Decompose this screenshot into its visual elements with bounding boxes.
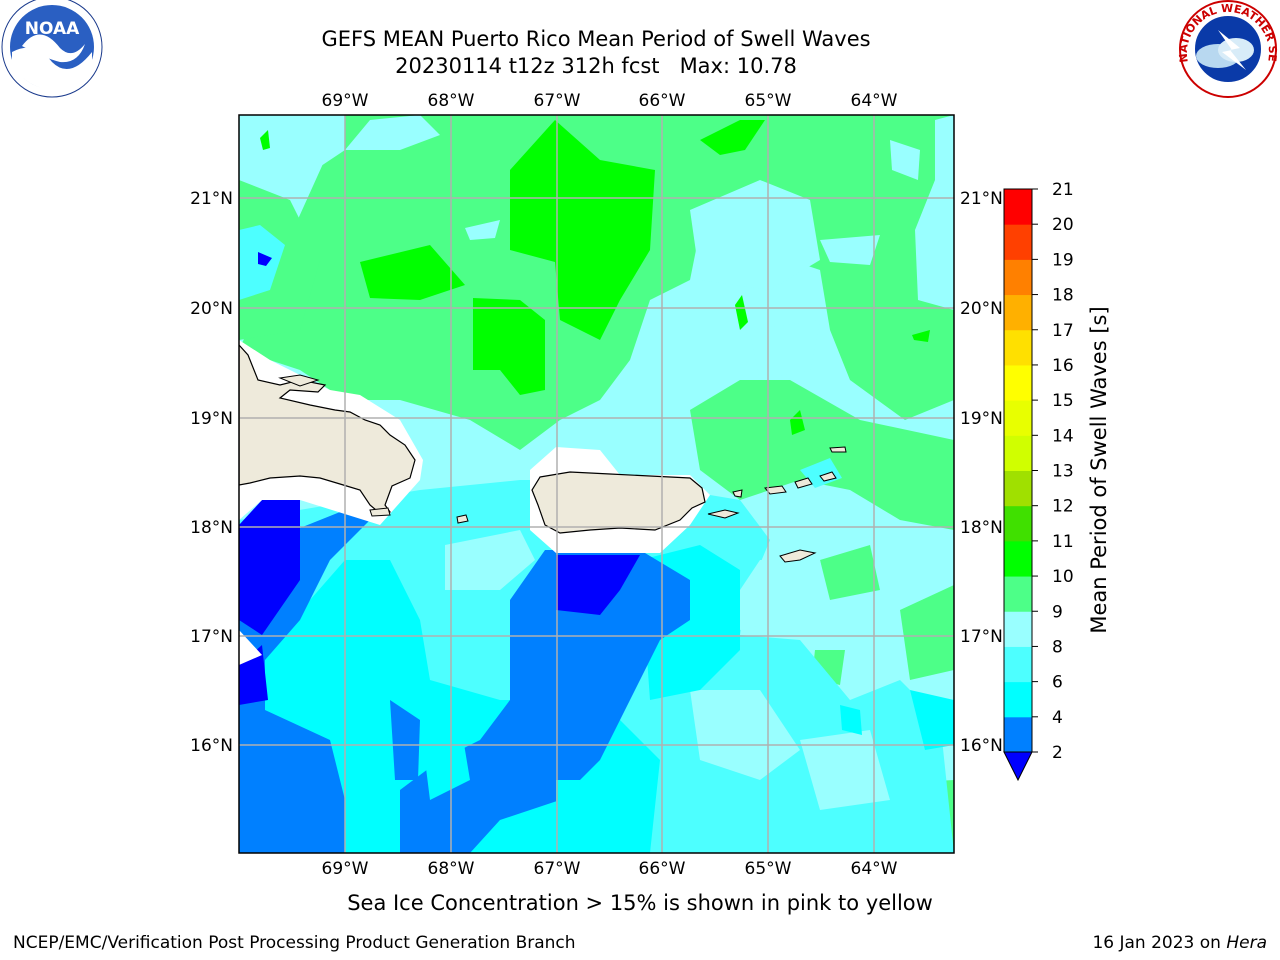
colorbar-tick-label: 4: [1052, 708, 1063, 728]
lon-label: 65°W: [745, 859, 792, 879]
colorbar-tick-label: 13: [1052, 462, 1074, 482]
lat-labels-right: 16°N 17°N 18°N 19°N 20°N 21°N: [960, 189, 1003, 756]
colorbar-under-arrow: [1003, 751, 1033, 782]
lon-labels-bottom: 69°W 68°W 67°W 66°W 65°W 64°W: [322, 859, 898, 879]
footer-host: Hera: [1226, 933, 1267, 953]
colorbar-tick-label: 9: [1052, 602, 1063, 622]
colorbar-block: [1004, 294, 1032, 331]
lat-label: 16°N: [190, 736, 233, 756]
colorbar-block: [1004, 259, 1032, 296]
nws-logo-text: NATIONAL WEATHER SERVICE: [0, 0, 1279, 63]
footer-date: 16 Jan 2023 on Hera: [1092, 933, 1267, 953]
colorbar-tick-label: 8: [1052, 637, 1063, 657]
colorbar-block: [1004, 364, 1032, 401]
lat-label: 20°N: [960, 299, 1003, 319]
colorbar-tick-label: 20: [1052, 215, 1074, 235]
swell-period-field: [239, 115, 954, 853]
colorbar-tick-label: 15: [1052, 391, 1074, 411]
colorbar-block: [1004, 611, 1032, 647]
colorbar-tick-label: 11: [1052, 532, 1074, 552]
lon-label: 69°W: [322, 859, 369, 879]
lon-label: 64°W: [851, 91, 898, 111]
lat-label: 17°N: [960, 627, 1003, 647]
colorbar-block: [1004, 435, 1032, 471]
footer-date-text: 16 Jan 2023 on: [1092, 933, 1227, 953]
lat-label: 21°N: [960, 189, 1003, 209]
nws-logo: NATIONAL WEATHER SERVICE: [0, 0, 1279, 98]
lat-label: 16°N: [960, 736, 1003, 756]
chart-title: GEFS MEAN Puerto Rico Mean Period of Swe…: [321, 27, 871, 51]
lon-label: 69°W: [322, 91, 369, 111]
lat-label: 19°N: [190, 409, 233, 429]
colorbar-block: [1004, 505, 1032, 542]
colorbar-block: [1004, 189, 1032, 225]
footer-branch: NCEP/EMC/Verification Post Processing Pr…: [13, 933, 576, 953]
colorbar-block: [1004, 681, 1032, 718]
colorbar-tick-label: 16: [1052, 356, 1074, 376]
colorbar-block: [1004, 470, 1032, 507]
colorbar-tick-label: 14: [1052, 426, 1074, 446]
lon-label: 68°W: [428, 859, 475, 879]
lat-label: 17°N: [190, 627, 233, 647]
colorbar-tick-label: 17: [1052, 321, 1074, 341]
colorbar-block: [1004, 400, 1032, 436]
noaa-logo-text: NOAA: [25, 19, 80, 39]
colorbar-block: [1004, 329, 1032, 366]
lon-label: 66°W: [639, 859, 686, 879]
lon-label: 67°W: [534, 859, 581, 879]
lat-label: 21°N: [190, 189, 233, 209]
colorbar-tick-label: 18: [1052, 286, 1074, 306]
colorbar-tick-label: 6: [1052, 673, 1063, 693]
lon-labels-top: 69°W 68°W 67°W 66°W 65°W 64°W: [322, 91, 898, 111]
colorbar-block: [1004, 540, 1032, 577]
colorbar-tick-label: 10: [1052, 567, 1074, 587]
sea-ice-note: Sea Ice Concentration > 15% is shown in …: [347, 891, 933, 915]
colorbar-block: [1004, 716, 1032, 753]
noaa-logo: NOAA: [1, 0, 103, 98]
lon-label: 67°W: [534, 91, 581, 111]
lat-labels-left: 16°N 17°N 18°N 19°N 20°N 21°N: [190, 189, 233, 756]
colorbar-tick-label: 2: [1052, 743, 1063, 763]
colorbar-label: Mean Period of Swell Waves [s]: [1087, 306, 1111, 633]
colorbar-block: [1004, 646, 1032, 683]
chart-subtitle: 20230114 t12z 312h fcst Max: 10.78: [395, 54, 797, 78]
lat-label: 18°N: [960, 518, 1003, 538]
lon-label: 65°W: [745, 91, 792, 111]
map-gridlines: [239, 115, 954, 853]
lat-label: 19°N: [960, 409, 1003, 429]
colorbar-tick-label: 12: [1052, 497, 1074, 517]
colorbar: 2 4 6 8 9 10 11 12 13 14 15 16 17 18 19 20 21 Mean Perio…: [1003, 180, 1111, 782]
colorbar-block: [1004, 576, 1032, 612]
colorbar-block: [1004, 224, 1032, 260]
colorbar-tick-label: 21: [1052, 180, 1074, 200]
lon-label: 68°W: [428, 91, 475, 111]
lon-label: 66°W: [639, 91, 686, 111]
lon-label: 64°W: [851, 859, 898, 879]
lat-label: 20°N: [190, 299, 233, 319]
colorbar-tick-label: 19: [1052, 250, 1074, 270]
lat-label: 18°N: [190, 518, 233, 538]
map-frame: [238, 114, 955, 854]
